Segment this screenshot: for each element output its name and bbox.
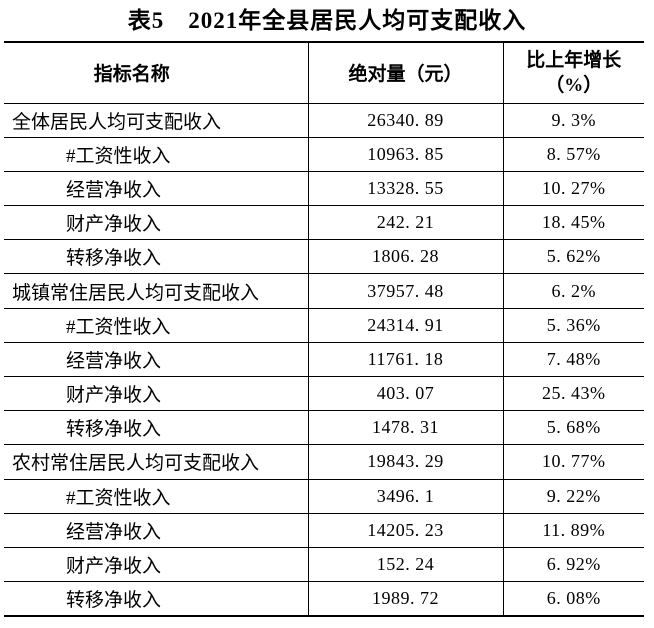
growth-percent-cell: 11. 89% <box>503 513 644 548</box>
table-row: 转移净收入 1806. 28 5. 62% <box>4 239 644 275</box>
table-row: 全体居民人均可支配收入 26340. 89 9. 3% <box>4 103 644 138</box>
absolute-amount-cell: 24314. 91 <box>308 308 504 343</box>
indicator-cell: 转移净收入 <box>4 581 309 617</box>
table-row: 财产净收入 242. 21 18. 45% <box>4 205 644 241</box>
table-row: 经营净收入 13328. 55 10. 27% <box>4 171 644 207</box>
indicator-cell: 财产净收入 <box>4 547 309 583</box>
table-row: 转移净收入 1989. 72 6. 08% <box>4 581 644 617</box>
growth-percent-cell: 10. 27% <box>503 171 644 207</box>
header-indicator-name: 指标名称 <box>4 42 309 104</box>
header-growth-line1: 比上年增长 <box>526 49 622 71</box>
absolute-amount-cell: 37957. 48 <box>308 273 504 309</box>
indicator-cell: 全体居民人均可支配收入 <box>4 103 309 138</box>
table-row: 经营净收入 11761. 18 7. 48% <box>4 342 644 378</box>
header-absolute-amount: 绝对量（元） <box>308 42 504 104</box>
table-body: 全体居民人均可支配收入 26340. 89 9. 3% #工资性收入 10963. 85 8. 5… <box>4 103 644 617</box>
growth-percent-cell: 18. 45% <box>503 205 644 241</box>
growth-percent-cell: 9. 3% <box>503 103 644 138</box>
absolute-amount-cell: 11761. 18 <box>308 342 504 378</box>
absolute-amount-cell: 152. 24 <box>308 547 504 583</box>
header-growth-over-prev-year: 比上年增长 （%） <box>503 42 644 104</box>
absolute-amount-cell: 1806. 28 <box>308 239 504 275</box>
indicator-cell: #工资性收入 <box>4 479 309 514</box>
absolute-amount-cell: 242. 21 <box>308 205 504 241</box>
table-row: 财产净收入 152. 24 6. 92% <box>4 547 644 583</box>
indicator-cell: 经营净收入 <box>4 342 309 378</box>
absolute-amount-cell: 3496. 1 <box>308 479 504 514</box>
table-row: #工资性收入 3496. 1 9. 22% <box>4 479 644 514</box>
table-row: 城镇常住居民人均可支配收入 37957. 48 6. 2% <box>4 273 644 309</box>
absolute-amount-cell: 1478. 31 <box>308 410 504 446</box>
indicator-cell: 财产净收入 <box>4 376 309 412</box>
header-growth-line2: （%） <box>545 74 603 96</box>
growth-percent-cell: 5. 36% <box>503 308 644 343</box>
absolute-amount-cell: 403. 07 <box>308 376 504 412</box>
indicator-cell: #工资性收入 <box>4 137 309 172</box>
table-title: 表5 2021年全县居民人均可支配收入 <box>127 8 527 33</box>
absolute-amount-cell: 19843. 29 <box>308 444 504 480</box>
growth-percent-cell: 9. 22% <box>503 479 644 514</box>
table-header: 指标名称 绝对量（元） 比上年增长 （%） <box>4 42 644 104</box>
table-row: 农村常住居民人均可支配收入 19843. 29 10. 77% <box>4 444 644 480</box>
indicator-cell: 经营净收入 <box>4 513 309 548</box>
table-row: 财产净收入 403. 07 25. 43% <box>4 376 644 412</box>
table-row: 经营净收入 14205. 23 11. 89% <box>4 513 644 548</box>
growth-percent-cell: 6. 2% <box>503 273 644 309</box>
income-table: 指标名称 绝对量（元） 比上年增长 （%） 全体居民人均可支配收入 26340. 8… <box>4 41 644 617</box>
indicator-cell: 转移净收入 <box>4 410 309 446</box>
growth-percent-cell: 6. 92% <box>503 547 644 583</box>
indicator-cell: 财产净收入 <box>4 205 309 241</box>
growth-percent-cell: 5. 68% <box>503 410 644 446</box>
growth-percent-cell: 8. 57% <box>503 137 644 172</box>
indicator-cell: 农村常住居民人均可支配收入 <box>4 444 309 480</box>
indicator-cell: 转移净收入 <box>4 239 309 275</box>
table-row: 转移净收入 1478. 31 5. 68% <box>4 410 644 446</box>
table-row: #工资性收入 24314. 91 5. 36% <box>4 308 644 343</box>
absolute-amount-cell: 26340. 89 <box>308 103 504 138</box>
growth-percent-cell: 25. 43% <box>503 376 644 412</box>
indicator-cell: 经营净收入 <box>4 171 309 207</box>
absolute-amount-cell: 10963. 85 <box>308 137 504 172</box>
growth-percent-cell: 5. 62% <box>503 239 644 275</box>
header-row: 指标名称 绝对量（元） 比上年增长 （%） <box>4 42 644 104</box>
absolute-amount-cell: 13328. 55 <box>308 171 504 207</box>
absolute-amount-cell: 14205. 23 <box>308 513 504 548</box>
table-row: #工资性收入 10963. 85 8. 57% <box>4 137 644 172</box>
growth-percent-cell: 7. 48% <box>503 342 644 378</box>
indicator-cell: 城镇常住居民人均可支配收入 <box>4 273 309 309</box>
absolute-amount-cell: 1989. 72 <box>308 581 504 617</box>
indicator-cell: #工资性收入 <box>4 308 309 343</box>
growth-percent-cell: 10. 77% <box>503 444 644 480</box>
growth-percent-cell: 6. 08% <box>503 581 644 617</box>
